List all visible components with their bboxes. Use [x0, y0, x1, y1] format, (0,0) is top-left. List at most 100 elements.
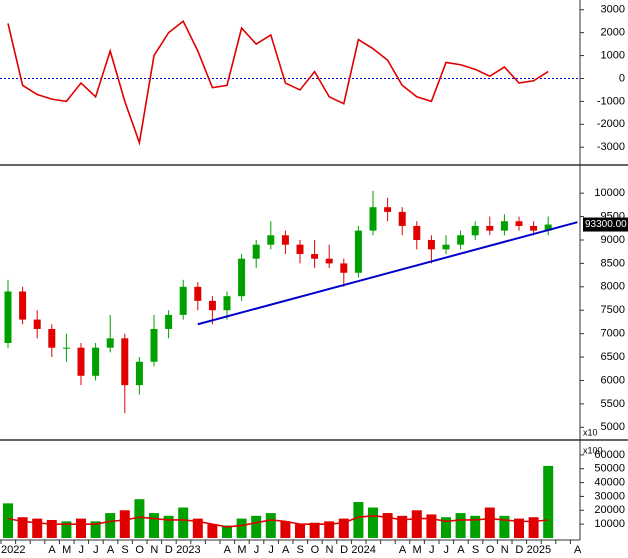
- y-tick-label: 10000: [594, 187, 625, 199]
- volume-bar: [32, 518, 43, 538]
- volume-bar: [280, 521, 291, 538]
- volume-bar: [207, 524, 218, 538]
- candle-body: [515, 221, 523, 226]
- volume-bar: [528, 517, 539, 538]
- candle-body: [92, 347, 100, 376]
- candle-body: [194, 286, 202, 301]
- y-tick-label: 60000: [594, 449, 625, 461]
- volume-bar: [368, 507, 378, 538]
- volume-bar: [324, 521, 335, 538]
- y-tick-label: 30000: [594, 490, 625, 502]
- y-tick-label: 10000: [594, 518, 625, 530]
- volume-bar: [470, 515, 481, 538]
- x-tick-label: J: [79, 544, 85, 556]
- volume-bar: [338, 518, 349, 538]
- candle-body: [530, 225, 538, 231]
- candle-body: [121, 338, 129, 386]
- volume-bar: [134, 499, 145, 538]
- volume-bar: [411, 510, 422, 538]
- volume-bar: [295, 524, 305, 538]
- candle-body: [325, 258, 333, 264]
- candle-body: [33, 319, 41, 329]
- y-tick-label: 1000: [601, 49, 625, 61]
- volume-bar: [76, 518, 86, 538]
- volume-bar: [382, 513, 393, 538]
- candle-body: [62, 347, 70, 349]
- x-tick-label: M: [413, 544, 422, 556]
- candle-body: [471, 225, 479, 236]
- x-tick-label: N: [150, 544, 158, 556]
- candle-body: [252, 244, 260, 259]
- y-tick-label: -2000: [597, 118, 625, 130]
- x-tick-label: S: [297, 544, 304, 556]
- candle-body: [223, 296, 231, 311]
- candle-body: [369, 207, 377, 231]
- candle-body: [135, 361, 143, 386]
- candle-body: [340, 263, 348, 273]
- candle-body: [281, 235, 289, 245]
- volume-bar: [17, 517, 28, 538]
- candle-body: [427, 239, 435, 250]
- candle-body: [544, 224, 552, 231]
- y-tick-label: -3000: [597, 141, 625, 153]
- y-tick-label: 6500: [601, 351, 625, 363]
- candle-body: [442, 244, 450, 250]
- candle-body: [267, 235, 275, 245]
- volume-bar: [46, 519, 57, 538]
- x-tick-label: J: [444, 544, 450, 556]
- y-tick-label: 2000: [601, 27, 625, 39]
- candle-body: [457, 235, 465, 245]
- candle-body: [384, 207, 392, 212]
- volume-bar: [265, 513, 276, 538]
- candle-body: [19, 291, 27, 320]
- volume-bar: [236, 518, 247, 538]
- x-tick-label: N: [326, 544, 334, 556]
- candle-body: [106, 338, 114, 348]
- volume-bar: [441, 517, 451, 538]
- y-tick-label: 7000: [601, 328, 625, 340]
- y-tick-label: 20000: [594, 504, 625, 516]
- x-tick-label: A: [574, 544, 582, 556]
- x-tick-label: A: [399, 544, 407, 556]
- x-tick-label: M: [237, 544, 246, 556]
- x-tick-label: 2024: [351, 544, 375, 556]
- x-tick-label: A: [457, 544, 465, 556]
- candle-body: [77, 347, 85, 376]
- x-tick-label: J: [268, 544, 274, 556]
- x-tick-label: D: [515, 544, 523, 556]
- volume-bar: [90, 521, 101, 538]
- volume-bar: [514, 518, 524, 538]
- candle-body: [4, 291, 12, 344]
- volume-bar: [353, 501, 364, 538]
- y-tick-label: -1000: [597, 95, 625, 107]
- oscillator-line: [7, 19, 549, 146]
- x-tick-label: D: [340, 544, 348, 556]
- volume-bar: [105, 513, 116, 538]
- y-tick-label: 7500: [601, 304, 625, 316]
- candle-body: [208, 300, 216, 311]
- candle-body: [398, 211, 406, 226]
- volume-bar: [163, 515, 174, 538]
- x-tick-label: J: [93, 544, 99, 556]
- x-tick-label: A: [107, 544, 115, 556]
- x-tick-label: 2025: [527, 544, 551, 556]
- y-tick-label: 40000: [594, 476, 625, 488]
- y-tick-label: 3000: [601, 4, 625, 16]
- x-tick-label: 2022: [1, 544, 25, 556]
- y-tick-label: 6000: [601, 374, 625, 386]
- y-tick-label: 8500: [601, 257, 625, 269]
- x-tick-label: M: [62, 544, 71, 556]
- volume-bar: [426, 514, 437, 538]
- volume-bar: [484, 507, 495, 538]
- y-tick-label: 0: [619, 72, 625, 84]
- volume-bar: [61, 521, 72, 538]
- x-tick-label: A: [224, 544, 232, 556]
- x-tick-label: S: [472, 544, 479, 556]
- axis-multiplier: x100: [583, 445, 603, 455]
- y-tick-label: 8000: [601, 281, 625, 293]
- candle-body: [179, 286, 187, 315]
- candle-body: [165, 314, 173, 329]
- last-price-label: 93300.00: [585, 219, 627, 230]
- y-tick-label: 5500: [601, 398, 625, 410]
